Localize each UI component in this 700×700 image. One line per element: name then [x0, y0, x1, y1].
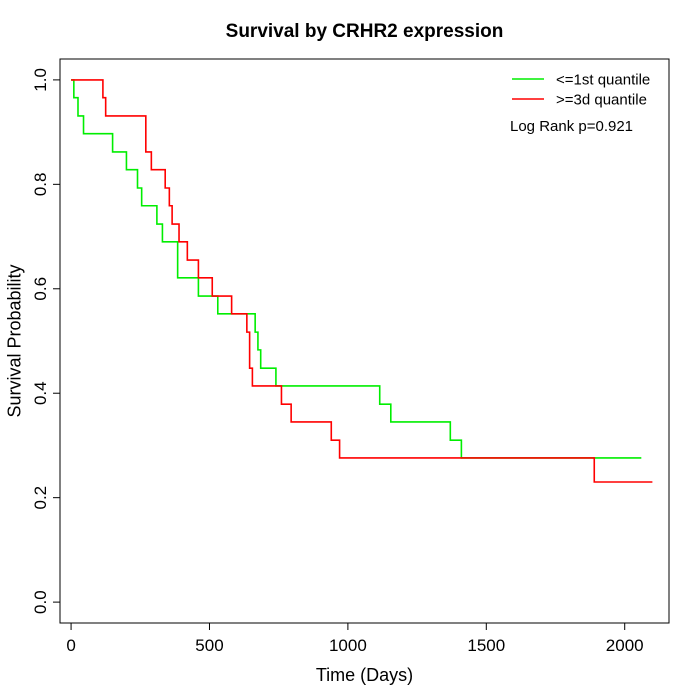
legend-label-2: >=3d quantile [556, 91, 647, 108]
y-tick-label: 0.8 [31, 173, 50, 197]
series-layer [71, 79, 653, 483]
y-tick-label: 0.0 [31, 590, 50, 614]
y-tick-label: 0.6 [31, 277, 50, 301]
x-tick-label: 1500 [467, 636, 505, 655]
x-tick-label: 500 [195, 636, 223, 655]
x-tick-label: 2000 [606, 636, 644, 655]
series-line-2 [71, 79, 653, 483]
plot-frame [59, 58, 670, 624]
y-tick-label: 0.2 [31, 486, 50, 510]
logrank-annotation: Log Rank p=0.921 [510, 118, 633, 135]
legend-label-1: <=1st quantile [556, 71, 650, 88]
x-tick-label: 0 [66, 636, 75, 655]
y-axis-label: Survival Probability [4, 264, 24, 417]
legend: <=1st quantile >=3d quantile [512, 71, 650, 108]
y-axis: 0.0 0.2 0.4 0.6 0.8 1.0 [31, 68, 61, 614]
x-axis-label: Time (Days) [316, 665, 413, 685]
y-tick-label: 1.0 [31, 68, 50, 92]
y-tick-label: 0.4 [31, 381, 50, 405]
chart-title: Survival by CRHR2 expression [226, 21, 504, 42]
x-tick-label: 1000 [329, 636, 367, 655]
series-line-1 [71, 79, 642, 459]
x-axis: 0 500 1000 1500 2000 [66, 622, 644, 655]
